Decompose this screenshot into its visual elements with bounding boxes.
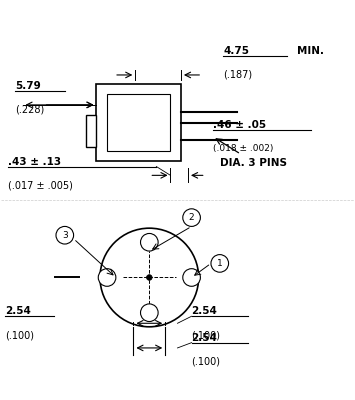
Text: 2.54: 2.54: [5, 306, 31, 316]
Text: DIA. 3 PINS: DIA. 3 PINS: [220, 158, 287, 168]
Text: .46 ± .05: .46 ± .05: [213, 120, 266, 130]
Text: (.017 ± .005): (.017 ± .005): [9, 181, 73, 191]
Circle shape: [56, 226, 73, 244]
Circle shape: [100, 228, 199, 327]
Text: 1: 1: [217, 259, 223, 268]
Circle shape: [147, 275, 152, 280]
Text: (.228): (.228): [16, 105, 45, 115]
Text: 2.54: 2.54: [192, 333, 218, 343]
Text: 2.54: 2.54: [192, 306, 218, 316]
Text: 5.79: 5.79: [16, 81, 41, 91]
Text: MIN.: MIN.: [297, 46, 324, 56]
Text: (.100): (.100): [192, 330, 220, 340]
Bar: [86, 116, 97, 147]
Bar: [107, 94, 170, 151]
Circle shape: [183, 269, 200, 286]
Text: 2: 2: [189, 213, 195, 222]
Circle shape: [141, 234, 158, 251]
Text: (.100): (.100): [192, 357, 220, 367]
Text: (.187): (.187): [223, 70, 252, 80]
Circle shape: [141, 304, 158, 322]
Circle shape: [211, 254, 229, 272]
Circle shape: [98, 269, 116, 286]
Text: (.100): (.100): [5, 330, 34, 340]
Text: 4.75: 4.75: [223, 46, 249, 56]
Bar: [97, 84, 181, 161]
Text: 3: 3: [62, 231, 68, 240]
Text: .43 ± .13: .43 ± .13: [9, 156, 61, 166]
Text: (.018 ± .002): (.018 ± .002): [213, 144, 273, 153]
Circle shape: [183, 209, 200, 226]
